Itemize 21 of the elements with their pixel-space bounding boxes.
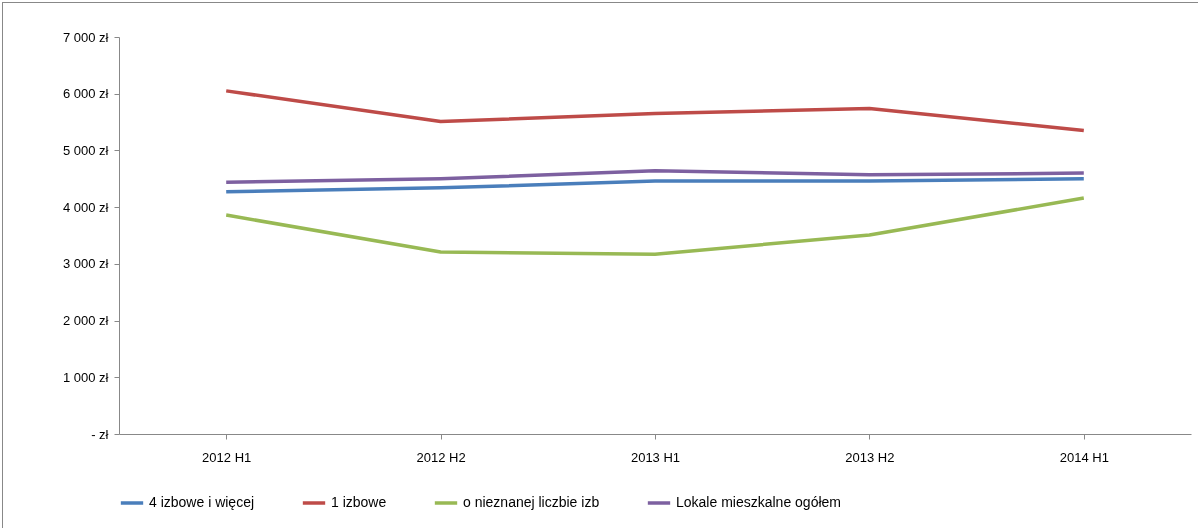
y-tick-label: 3 000 zł [62,256,109,272]
line-series [224,89,1086,133]
y-tick-label: 1 000 zł [62,369,109,385]
x-tick-label: 2013 H2 [845,449,895,465]
x-tick-label: 2012 H2 [416,449,466,465]
line-series [224,196,1086,256]
legend-label: Lokale mieszkalne ogółem [676,494,841,510]
y-tick-label: 6 000 zł [62,86,109,102]
legend-label: o nieznanej liczbie izb [463,494,600,510]
line-series [224,177,1086,194]
y-tick-label: 2 000 zł [62,313,109,329]
y-tick-label: - zł [91,426,109,442]
x-tick-label: 2013 H1 [630,449,681,465]
y-tick-label: 5 000 zł [62,142,109,158]
x-tick-label: 2014 H1 [1059,449,1109,465]
legend-label: 1 izbowe [331,494,387,510]
y-tick-label: 7 000 zł [62,29,109,45]
x-tick-label: 2012 H1 [202,449,252,465]
legend-label: 4 izbowe i więcej [149,494,255,510]
y-tick-label: 4 000 zł [62,199,109,215]
line-series [224,169,1086,184]
